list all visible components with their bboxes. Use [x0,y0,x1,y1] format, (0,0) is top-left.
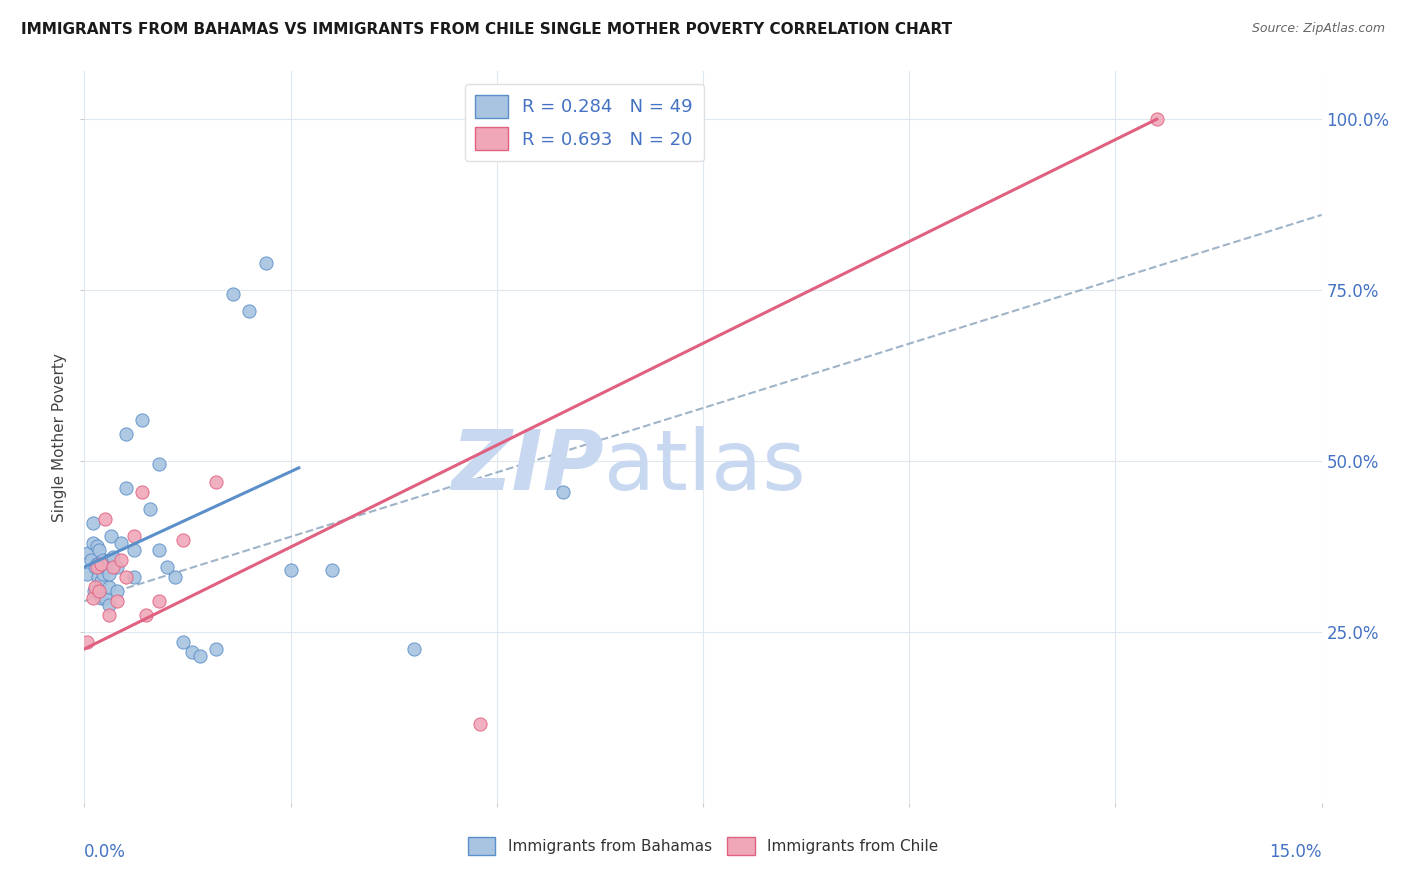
Point [98,553,121,567]
Point [77,546,100,560]
Point [321,563,343,577]
Point [188,648,211,663]
Point [114,426,136,441]
Point [205,642,228,657]
Point [280,563,302,577]
Point [86,570,108,584]
Text: IMMIGRANTS FROM BAHAMAS VS IMMIGRANTS FROM CHILE SINGLE MOTHER POVERTY CORRELATI: IMMIGRANTS FROM BAHAMAS VS IMMIGRANTS FR… [21,22,952,37]
Point [254,256,277,270]
Point [98,598,121,612]
Point [90,557,112,571]
Point [404,642,426,657]
Point [114,481,136,495]
Text: ZIP: ZIP [451,425,605,507]
Point [86,557,108,571]
Point [470,717,492,731]
Point [94,560,117,574]
Point [100,529,122,543]
Point [91,566,114,581]
Point [131,484,153,499]
Point [148,594,170,608]
Point [122,529,145,543]
Point [90,574,112,588]
Point [90,591,112,605]
Point [80,553,103,567]
Point [76,635,98,649]
Point [131,413,153,427]
Point [180,645,202,659]
Point [165,570,187,584]
Point [105,560,128,574]
Point [110,536,132,550]
Point [98,581,121,595]
Point [148,458,170,472]
Point [238,303,260,318]
Point [98,566,121,581]
Point [84,581,107,595]
Point [105,583,128,598]
Point [122,570,145,584]
Point [1146,112,1168,127]
Text: 15.0%: 15.0% [1270,843,1322,861]
Text: 0.0%: 0.0% [84,843,127,861]
Point [94,512,117,526]
Point [551,484,574,499]
Point [82,591,104,605]
Point [135,607,157,622]
Point [205,475,228,489]
Point [82,536,104,550]
Point [148,542,170,557]
Point [86,540,108,554]
Point [84,560,107,574]
Point [94,591,117,605]
Point [105,594,128,608]
Point [122,542,145,557]
Point [86,560,108,574]
Point [172,533,194,547]
Point [82,516,104,530]
Y-axis label: Single Mother Poverty: Single Mother Poverty [52,352,67,522]
Legend: Immigrants from Bahamas, Immigrants from Chile: Immigrants from Bahamas, Immigrants from… [461,831,945,861]
Point [156,560,179,574]
Point [103,560,125,574]
Point [76,566,98,581]
Point [91,553,114,567]
Point [83,583,105,598]
Point [89,583,111,598]
Point [172,635,194,649]
Point [87,557,110,571]
Point [139,501,162,516]
Point [89,542,111,557]
Point [222,286,245,301]
Text: Source: ZipAtlas.com: Source: ZipAtlas.com [1251,22,1385,36]
Point [90,557,112,571]
Point [98,607,121,622]
Point [103,549,125,564]
Point [114,570,136,584]
Text: atlas: atlas [605,425,806,507]
Point [110,553,132,567]
